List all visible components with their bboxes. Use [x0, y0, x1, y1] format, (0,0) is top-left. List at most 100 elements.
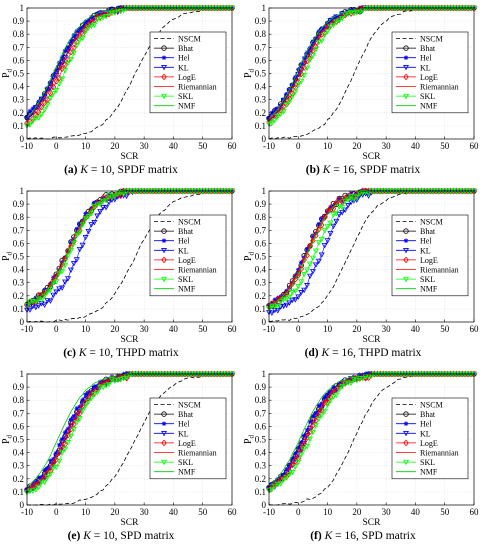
data-point: [53, 68, 59, 73]
data-point: [330, 22, 337, 29]
legend-marker: [403, 421, 409, 426]
y-tick-label: 0.1: [255, 304, 266, 314]
legend-marker: [403, 228, 409, 234]
data-point: [53, 289, 60, 295]
data-point: [126, 373, 133, 379]
x-tick-label: 10: [81, 507, 91, 517]
data-point: [65, 45, 71, 50]
data-point: [91, 220, 98, 226]
data-point: [120, 191, 127, 197]
y-tick-label: 0.6: [255, 55, 267, 65]
data-point: [71, 32, 77, 38]
x-tick-label: 50: [440, 141, 450, 151]
data-point: [73, 38, 80, 45]
x-tick-label: 0: [296, 507, 301, 517]
y-tick-label: 1: [20, 186, 25, 196]
data-point: [353, 377, 360, 384]
data-point: [59, 450, 66, 456]
legend-label: LogE: [420, 439, 438, 448]
y-tick-label: 0.2: [255, 291, 266, 301]
data-point: [56, 81, 63, 87]
data-point: [292, 464, 299, 470]
data-point: [316, 403, 322, 408]
y-axis-label: Pd: [1, 434, 14, 444]
legend-label: KL: [178, 63, 189, 72]
legend-marker: [161, 55, 167, 60]
data-point: [330, 223, 337, 230]
data-point: [44, 298, 51, 304]
data-point: [53, 453, 60, 459]
legend-marker: [403, 55, 409, 60]
data-point: [321, 228, 328, 234]
legend-box: [391, 31, 469, 114]
data-point: [304, 267, 311, 273]
data-point: [333, 210, 340, 217]
y-axis-label-subscript: d: [248, 68, 256, 72]
data-point: [301, 60, 308, 67]
legend-label: Hel: [420, 54, 432, 63]
data-point: [330, 394, 337, 400]
x-axis-label: SCR: [363, 152, 382, 160]
data-point: [74, 28, 80, 34]
data-point: [62, 68, 69, 74]
legend-label: SKL: [178, 92, 193, 101]
x-tick-label: -10: [21, 507, 33, 517]
data-point: [336, 196, 343, 203]
data-point: [65, 276, 71, 282]
data-point: [111, 378, 118, 384]
data-point: [108, 10, 115, 17]
data-point: [286, 294, 293, 301]
data-point: [53, 450, 59, 456]
data-point: [325, 392, 330, 397]
data-point: [324, 28, 331, 35]
data-point: [336, 386, 343, 393]
y-tick-label: 0.6: [13, 421, 25, 431]
data-point: [339, 205, 346, 211]
data-point: [79, 35, 86, 42]
data-point: [77, 221, 83, 226]
y-tick-label: 0.7: [255, 42, 267, 52]
data-point: [47, 287, 54, 293]
legend-label: Riemannian: [420, 449, 459, 458]
data-point: [309, 429, 316, 436]
caption-k-value: 16: [344, 530, 357, 542]
chart-caption-b: (b) K = 16, SPDF matrix: [305, 164, 421, 176]
data-point: [290, 82, 295, 88]
data-point: [26, 299, 33, 305]
data-point: [94, 390, 101, 396]
data-point: [36, 475, 42, 480]
data-point: [312, 47, 319, 53]
data-point: [278, 103, 284, 108]
data-point: [67, 433, 74, 440]
data-point: [333, 218, 340, 225]
x-tick-label: 0: [54, 141, 59, 151]
series-nscm: [26, 190, 232, 323]
series-nscm: [268, 7, 474, 140]
data-point: [298, 62, 304, 67]
data-point: [333, 19, 340, 25]
data-point: [41, 99, 48, 107]
data-point: [301, 433, 307, 438]
legend-label: SKL: [420, 458, 435, 467]
y-tick-label: 0.3: [255, 95, 267, 105]
legend-label: LogE: [420, 256, 438, 265]
legend-label: NMF: [178, 468, 196, 477]
data-point: [79, 242, 86, 249]
data-point: [295, 267, 301, 272]
data-point: [82, 235, 89, 241]
caption-k-value: 16: [341, 347, 353, 359]
x-tick-label: 40: [169, 507, 179, 517]
legend-marker: [161, 256, 167, 264]
data-point: [59, 268, 66, 275]
data-point: [120, 372, 127, 380]
x-tick-label: 60: [470, 324, 480, 334]
legend-label: Hel: [178, 420, 190, 429]
data-point: [59, 285, 66, 291]
y-axis-label: Pd: [1, 68, 14, 78]
data-point: [88, 222, 95, 228]
data-point: [65, 426, 71, 432]
data-point: [272, 297, 278, 302]
data-point: [41, 94, 48, 100]
data-point: [65, 440, 71, 446]
data-point: [312, 423, 319, 429]
